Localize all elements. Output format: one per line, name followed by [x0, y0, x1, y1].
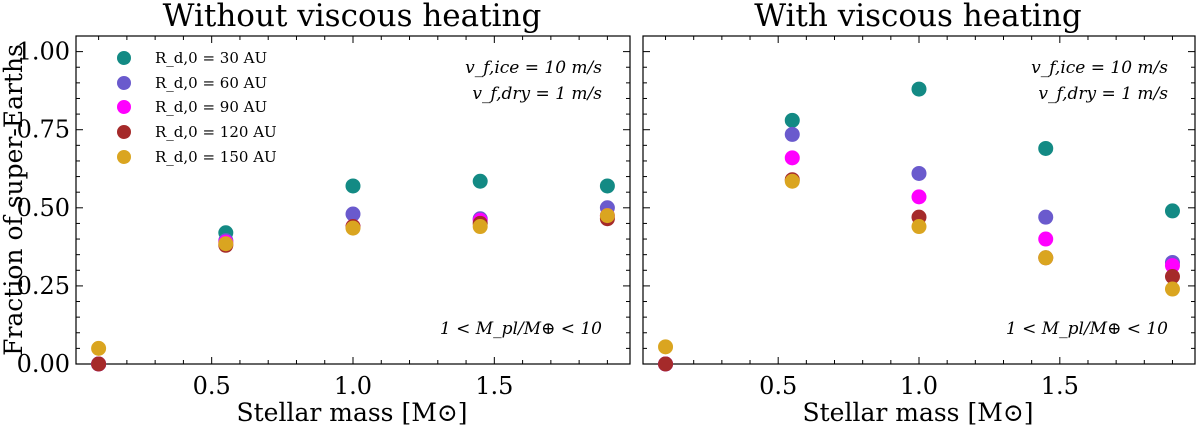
- data-point-series-1: [1038, 209, 1054, 225]
- data-point-series-0: [784, 112, 800, 128]
- data-point-series-3: [91, 356, 107, 372]
- legend-marker-30au: [117, 51, 131, 65]
- x-tick-label: 1.0: [334, 372, 372, 400]
- data-point-series-1: [345, 206, 361, 222]
- annotation-mass-range: 1 < M_pl/M⊕ < 10: [440, 319, 602, 339]
- data-point-series-4: [345, 220, 361, 236]
- y-tick-label: 0.50: [17, 194, 70, 222]
- annotation-vf-ice: v_f,ice = 10 m/s: [1031, 58, 1168, 78]
- data-point-series-4: [911, 219, 927, 235]
- panel-without-viscous-heating: Without viscous heating 0.5 1.0 1.5 0.00 0.2…: [0, 0, 631, 427]
- data-points: [91, 173, 615, 372]
- y-tick-label: 0.75: [17, 116, 70, 144]
- annotation-vf-dry: v_f,dry = 1 m/s: [472, 84, 602, 104]
- data-point-series-0: [911, 81, 927, 97]
- data-point-series-4: [1164, 281, 1180, 297]
- data-point-series-0: [472, 173, 488, 189]
- legend-label-150au: R_d,0 = 150 AU: [155, 148, 277, 166]
- data-point-series-1: [784, 126, 800, 142]
- y-tick-label: 0.00: [17, 350, 70, 378]
- x-tick-label: 1.5: [1041, 372, 1079, 400]
- data-point-series-3: [658, 356, 674, 372]
- legend-label-120au: R_d,0 = 120 AU: [155, 123, 277, 141]
- legend: R_d,0 = 30 AU R_d,0 = 60 AU R_d,0 = 90 A…: [117, 49, 277, 166]
- x-tick-label: 1.0: [900, 372, 938, 400]
- data-point-series-0: [345, 178, 361, 194]
- legend-marker-90au: [117, 100, 131, 114]
- data-point-series-4: [218, 236, 234, 252]
- x-axis-label: Stellar mass [M⊙]: [236, 398, 467, 427]
- data-point-series-3: [1164, 269, 1180, 285]
- legend-marker-60au: [117, 76, 131, 90]
- axis-ticks: 0.5 1.0 1.5 0.00 0.25 0.50 0.75 1.00: [17, 36, 630, 400]
- data-point-series-1: [911, 165, 927, 181]
- data-point-series-2: [911, 189, 927, 205]
- annotation-vf-dry: v_f,dry = 1 m/s: [1038, 84, 1168, 104]
- data-point-series-4: [472, 219, 488, 235]
- panel-title: Without viscous heating: [163, 0, 542, 34]
- legend-marker-150au: [117, 150, 131, 164]
- panel-with-viscous-heating: With viscous heating 0.5 1.0 1.5 Stellar m…: [642, 0, 1196, 427]
- legend-label-60au: R_d,0 = 60 AU: [155, 74, 267, 92]
- annotation-vf-ice: v_f,ice = 10 m/s: [465, 58, 602, 78]
- data-point-series-4: [784, 173, 800, 189]
- x-tick-label: 0.5: [193, 372, 231, 400]
- legend-label-30au: R_d,0 = 30 AU: [155, 49, 267, 67]
- data-points: [658, 81, 1180, 372]
- legend-marker-120au: [117, 125, 131, 139]
- annotation-mass-range: 1 < M_pl/M⊕ < 10: [1006, 319, 1168, 339]
- data-point-series-2: [1164, 258, 1180, 274]
- data-point-series-4: [91, 340, 107, 356]
- x-axis-label: Stellar mass [M⊙]: [802, 398, 1033, 427]
- data-point-series-0: [599, 178, 615, 194]
- data-point-series-4: [1038, 250, 1054, 266]
- data-point-series-0: [1038, 140, 1054, 156]
- data-point-series-4: [599, 208, 615, 224]
- y-axis-label: Fraction of super-Earths: [0, 44, 28, 356]
- axis-ticks: 0.5 1.0 1.5: [643, 36, 1195, 400]
- data-point-series-2: [784, 150, 800, 166]
- y-tick-label: 0.25: [17, 272, 70, 300]
- panel-title: With viscous heating: [754, 0, 1082, 34]
- data-point-series-0: [1164, 203, 1180, 219]
- x-tick-label: 1.5: [475, 372, 513, 400]
- data-point-series-4: [658, 339, 674, 355]
- legend-label-90au: R_d,0 = 90 AU: [155, 98, 267, 116]
- data-point-series-2: [1038, 231, 1054, 247]
- y-tick-label: 1.00: [17, 38, 70, 66]
- x-tick-label: 0.5: [759, 372, 797, 400]
